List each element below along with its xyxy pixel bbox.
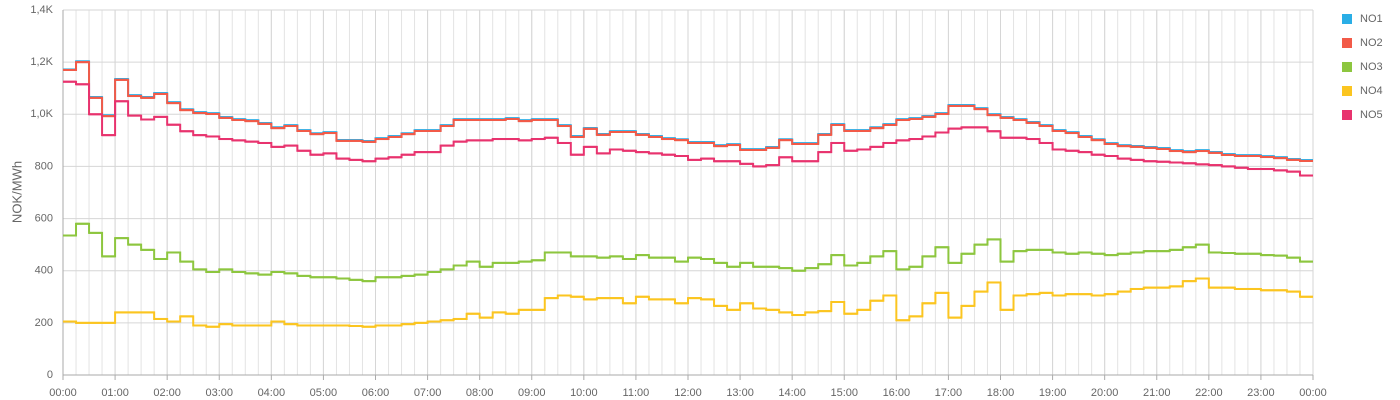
x-tick-label: 08:00	[466, 387, 494, 399]
y-tick-label: 0	[47, 369, 53, 381]
x-tick-label: 15:00	[830, 387, 858, 399]
legend-label: NO5	[1360, 109, 1383, 121]
x-tick-label: 21:00	[1143, 387, 1171, 399]
x-tick-label: 04:00	[258, 387, 286, 399]
y-tick-label: 600	[35, 212, 53, 224]
x-tick-label: 23:00	[1247, 387, 1275, 399]
y-axis-title: NOK/MWh	[9, 161, 24, 223]
legend-label: NO1	[1360, 13, 1383, 25]
x-tick-label: 07:00	[414, 387, 442, 399]
x-tick-label: 01:00	[101, 387, 129, 399]
x-tick-label: 19:00	[1039, 387, 1067, 399]
x-tick-label: 10:00	[570, 387, 598, 399]
legend-swatch	[1342, 14, 1352, 24]
x-tick-label: 14:00	[778, 387, 806, 399]
y-tick-label: 1,4K	[30, 4, 53, 16]
legend-swatch	[1342, 110, 1352, 120]
legend-swatch	[1342, 38, 1352, 48]
legend-label: NO3	[1360, 61, 1383, 73]
legend-label: NO2	[1360, 37, 1383, 49]
x-tick-label: 16:00	[883, 387, 911, 399]
x-tick-label: 09:00	[518, 387, 546, 399]
y-tick-label: 400	[35, 265, 53, 277]
x-tick-label: 05:00	[310, 387, 338, 399]
x-tick-label: 00:00	[1299, 387, 1327, 399]
x-tick-label: 03:00	[205, 387, 233, 399]
legend-swatch	[1342, 62, 1352, 72]
x-tick-label: 18:00	[987, 387, 1015, 399]
x-tick-label: 02:00	[153, 387, 181, 399]
y-tick-label: 1,0K	[30, 108, 53, 120]
y-tick-label: 800	[35, 160, 53, 172]
x-tick-label: 13:00	[726, 387, 754, 399]
x-tick-label: 17:00	[935, 387, 963, 399]
x-tick-label: 20:00	[1091, 387, 1119, 399]
x-tick-label: 00:00	[49, 387, 77, 399]
legend-swatch	[1342, 86, 1352, 96]
y-tick-label: 200	[35, 317, 53, 329]
legend-label: NO4	[1360, 85, 1383, 97]
x-tick-label: 06:00	[362, 387, 390, 399]
x-tick-label: 12:00	[674, 387, 702, 399]
x-tick-label: 11:00	[623, 387, 650, 399]
y-tick-label: 1,2K	[30, 56, 53, 68]
x-tick-label: 22:00	[1195, 387, 1223, 399]
